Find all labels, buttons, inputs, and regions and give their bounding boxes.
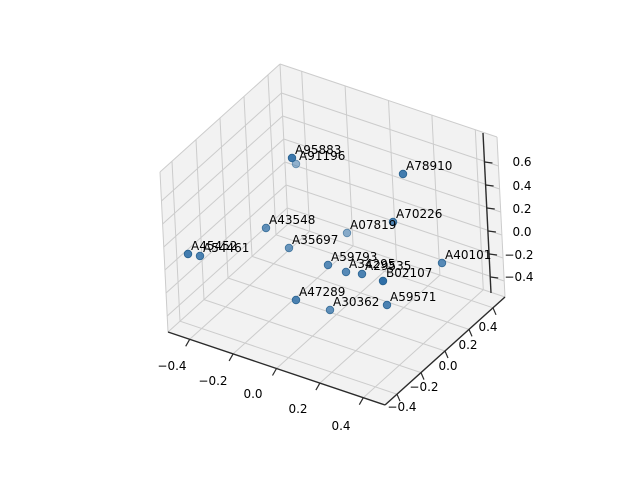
point-label-A35697: A35697 bbox=[292, 233, 338, 247]
point-label-A45452: A45452 bbox=[191, 239, 237, 253]
point-marker-A78910 bbox=[398, 169, 408, 179]
point-marker-A34295 bbox=[341, 267, 351, 277]
point-label-A59793: A59793 bbox=[331, 250, 377, 264]
point-marker-A40101 bbox=[437, 258, 447, 268]
y-axis-tick-labels: −0.4 −0.20.00.20.4 bbox=[387, 320, 497, 414]
point-label-A40101: A40101 bbox=[445, 248, 491, 262]
z-tick-label-1: −0.2 bbox=[504, 248, 533, 262]
point-marker-A47289 bbox=[291, 295, 301, 305]
z-tick-label-3: 0.2 bbox=[512, 202, 531, 216]
y-tick-label-3: 0.2 bbox=[458, 338, 477, 352]
z-tick-label-0: −0.4 bbox=[504, 270, 533, 284]
y-tick-label-1: −0.2 bbox=[409, 380, 438, 394]
point-label-A07819: A07819 bbox=[350, 218, 396, 232]
x-tick-label-4: 0.4 bbox=[331, 419, 350, 433]
x-axis-tick-labels: −0.4 −0.2 0.0 0.2 0.4 bbox=[157, 359, 350, 433]
x-tick-label-3: 0.2 bbox=[288, 402, 307, 416]
z-tick-label-2: 0.0 bbox=[512, 225, 531, 239]
axis-ticks bbox=[185, 161, 499, 405]
point-label-A95883: A95883 bbox=[295, 143, 341, 157]
point-marker-A07819 bbox=[342, 228, 352, 238]
y-tick-label-0: −0.4 bbox=[387, 400, 416, 414]
point-label-B02107: B02107 bbox=[386, 266, 432, 280]
point-label-A47289: A47289 bbox=[299, 285, 345, 299]
point-marker-A59793 bbox=[323, 260, 333, 270]
point-label-A59571: A59571 bbox=[390, 290, 436, 304]
point-label-A91196: A91196 bbox=[299, 149, 345, 163]
z-axis-tick-labels: −0.4 −0.2 0.0 0.2 0.4 0.6 bbox=[504, 155, 533, 284]
point-label-A30362: A30362 bbox=[333, 295, 379, 309]
point-marker-A29535 bbox=[357, 269, 367, 279]
x-tick-label-1: −0.2 bbox=[198, 374, 227, 388]
point-label-A43548: A43548 bbox=[269, 213, 315, 227]
point-marker-A45452 bbox=[183, 249, 193, 259]
x-tick-label-2: 0.0 bbox=[243, 387, 262, 401]
point-marker-A95883 bbox=[287, 153, 297, 163]
point-marker-A54461 bbox=[195, 251, 205, 261]
point-marker-A43548 bbox=[261, 223, 271, 233]
point-marker-A35697 bbox=[284, 243, 294, 253]
point-marker-B02107 bbox=[378, 276, 388, 286]
point-marker-A30362 bbox=[325, 305, 335, 315]
point-label-A29535: A29535 bbox=[365, 259, 411, 273]
z-tick-label-5: 0.6 bbox=[512, 155, 531, 169]
y-tick-label-2: 0.0 bbox=[438, 359, 457, 373]
point-marker-A59571 bbox=[382, 300, 392, 310]
point-label-A34295: A34295 bbox=[349, 257, 395, 271]
z-tick-label-4: 0.4 bbox=[512, 179, 531, 193]
point-label-A78910: A78910 bbox=[406, 159, 452, 173]
y-tick-label-4: 0.4 bbox=[478, 320, 497, 334]
point-label-A70226: A70226 bbox=[396, 207, 442, 221]
x-tick-label-0: −0.4 bbox=[157, 359, 186, 373]
data-points bbox=[183, 153, 447, 315]
point-marker-A70226 bbox=[388, 217, 398, 227]
point-label-A54461: A54461 bbox=[203, 241, 249, 255]
point-marker-A91196 bbox=[291, 159, 301, 169]
